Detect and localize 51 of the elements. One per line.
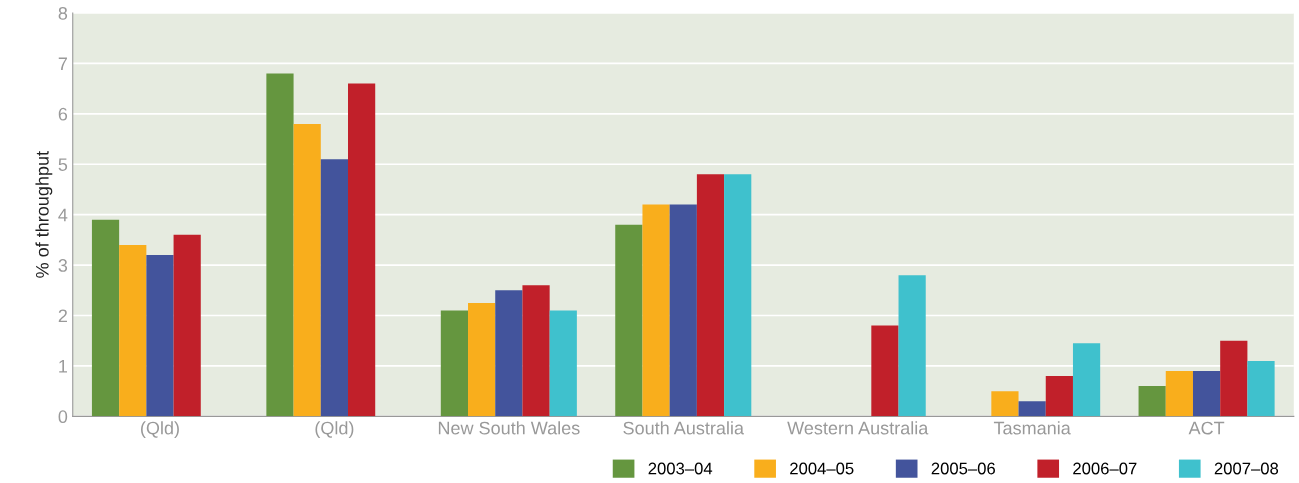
legend-label: 2007–08 [1214, 462, 1279, 475]
y-axis-title: % of throughput [35, 151, 53, 278]
bar [468, 302, 496, 417]
x-tick-label: Tasmania [993, 421, 1071, 435]
bar [724, 174, 752, 417]
bar [348, 83, 376, 417]
bar [173, 234, 201, 417]
bar [642, 204, 670, 417]
x-tick-label: ACT [1188, 421, 1225, 435]
bar [1220, 340, 1248, 417]
bar [898, 275, 926, 417]
y-tick-label: 8 [58, 6, 68, 20]
y-tick-label: 5 [58, 158, 68, 171]
bar [549, 310, 577, 417]
bar [696, 174, 725, 417]
y-tick-label: 0 [58, 410, 68, 424]
y-tick-label: 7 [58, 57, 67, 70]
x-tick-label: (Qld) [315, 421, 354, 439]
bar [1138, 386, 1166, 417]
legend-label: 2006–07 [1073, 462, 1137, 475]
bar [1192, 370, 1221, 417]
x-tick-label: (Qld) [141, 421, 179, 439]
bar [293, 123, 321, 417]
bar [119, 244, 147, 417]
legend-label: 2005–06 [931, 462, 995, 475]
bar [1018, 401, 1046, 417]
bar [91, 219, 120, 417]
legend-label: 2003–04 [648, 462, 713, 475]
bar [266, 73, 294, 417]
bar [320, 159, 349, 417]
bar [871, 325, 899, 417]
bar [1072, 343, 1101, 417]
bar [522, 285, 550, 417]
bar [615, 224, 643, 417]
bar [991, 391, 1019, 417]
y-tick-label: 3 [58, 259, 68, 272]
bar [1247, 360, 1275, 417]
y-tick-label: 6 [58, 107, 68, 121]
y-tick-label: 2 [58, 309, 67, 323]
y-tick-label: 4 [58, 208, 68, 222]
bar [146, 255, 174, 417]
x-tick-label: South Australia [623, 421, 744, 435]
bar [669, 204, 697, 417]
y-tick-label: 1 [59, 360, 67, 373]
x-tick-label: Western Australia [787, 421, 929, 435]
bar [1165, 370, 1193, 417]
bar [1045, 376, 1073, 417]
bar [440, 310, 469, 417]
x-tick-label: New South Wales [438, 421, 580, 435]
bar [495, 290, 523, 417]
legend-label: 2004–05 [790, 462, 854, 475]
